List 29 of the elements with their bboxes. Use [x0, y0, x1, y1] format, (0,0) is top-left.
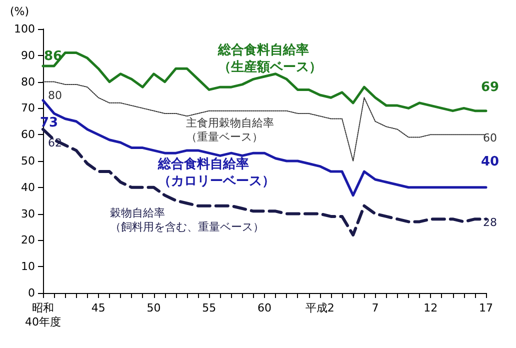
x-tick-label: 60: [258, 302, 272, 314]
x-tick-label: 平成2: [305, 302, 334, 314]
y-tick-label: 70: [21, 102, 35, 115]
x-tick-label: 50: [146, 302, 161, 314]
y-tick-label: 100: [14, 22, 35, 36]
y-tick-label: 20: [21, 234, 35, 247]
y-tick-label: 10: [21, 260, 35, 274]
x-tick-label: 昭和 40年度: [25, 302, 61, 328]
y-tick-label: 80: [21, 75, 35, 88]
x-tick-label: 45: [91, 302, 106, 314]
data-label: 80: [48, 88, 62, 102]
x-tick-label: 12: [424, 302, 438, 314]
series-label: 総合食料自給率（生産額ベース）: [217, 42, 322, 75]
data-label: 40: [480, 154, 500, 170]
data-label: 60: [483, 132, 497, 145]
x-tick-label: 17: [479, 302, 493, 314]
y-tick-label: 30: [21, 207, 35, 220]
series-label: 穀物自給率（飼料用を含む、重量ベース）: [110, 206, 264, 234]
y-tick-label: 0: [28, 286, 35, 300]
x-tick-label: 7: [372, 302, 379, 314]
y-tick-label: 50: [21, 154, 35, 168]
data-label: 69: [480, 80, 500, 95]
x-tick-label: 55: [202, 302, 216, 314]
y-tick-label: 40: [21, 180, 35, 194]
y-axis-title: (%): [10, 5, 30, 18]
y-tick-label: 60: [21, 128, 35, 142]
series-label: 総合食料自給率（カロリーベース）: [157, 156, 275, 189]
y-tick-label: 90: [21, 48, 35, 62]
series-label: 主食用穀物自給率（重量ベース）: [186, 116, 274, 144]
